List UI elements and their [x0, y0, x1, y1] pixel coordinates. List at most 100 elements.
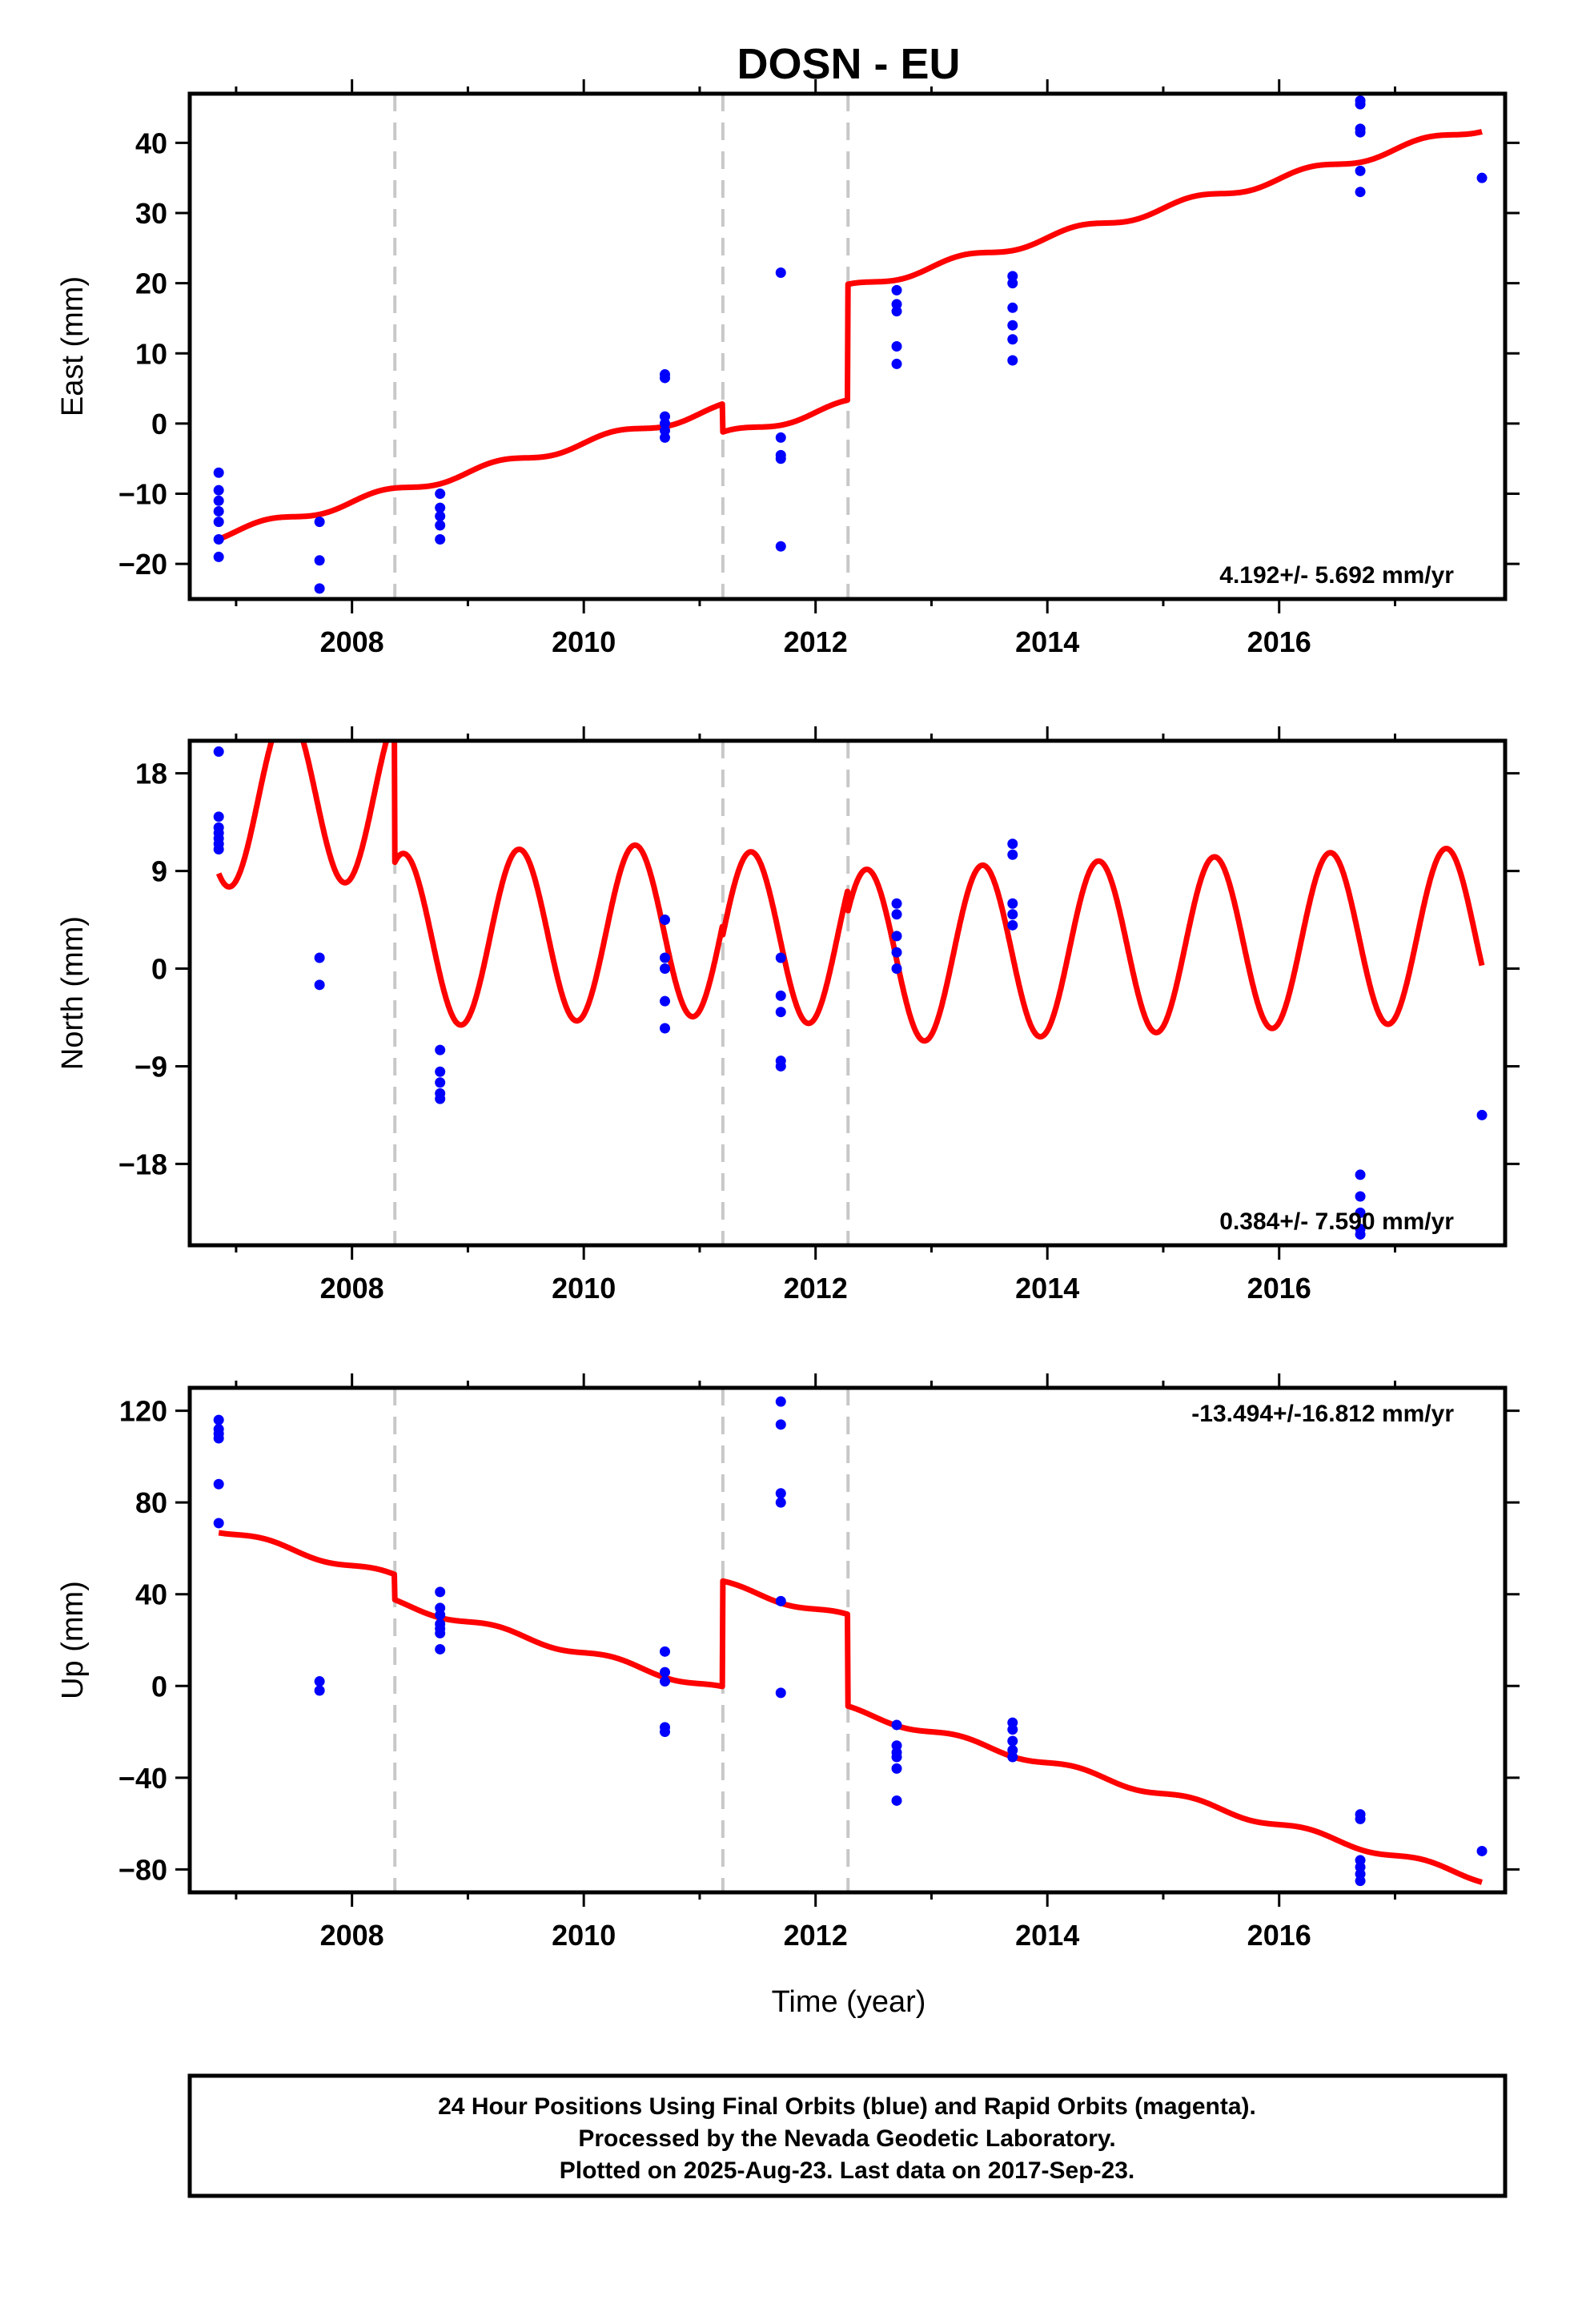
data-point-26	[775, 1687, 786, 1699]
data-point-24	[775, 1497, 786, 1508]
data-point-30	[1007, 838, 1018, 850]
data-point-14	[435, 1093, 446, 1104]
data-point-7	[213, 843, 224, 854]
footer-box: 24 Hour Positions Using Final Orbits (bl…	[187, 2073, 1508, 2198]
rate-label: 4.192+/- 5.692 mm/yr	[1219, 562, 1454, 589]
x-tick-label: 2014	[1015, 1919, 1079, 1952]
data-point-28	[891, 947, 902, 958]
data-point-44	[1476, 1845, 1488, 1856]
data-point-12	[435, 1077, 446, 1088]
data-point-27	[891, 1719, 902, 1731]
data-point-8	[314, 952, 325, 963]
data-point-20	[660, 1727, 671, 1738]
data-point-22	[775, 267, 786, 278]
data-point-9	[435, 1586, 446, 1598]
data-point-11	[435, 489, 446, 500]
y-axis-label: East (mm)	[56, 276, 90, 416]
model-curve	[216, 129, 1484, 542]
y-tick-label: −10	[118, 478, 167, 511]
data-point-3	[213, 495, 224, 506]
data-point-30	[891, 341, 902, 352]
data-point-36	[1355, 1191, 1366, 1202]
data-point-22	[775, 1007, 786, 1018]
x-tick-label: 2012	[784, 625, 848, 658]
data-point-15	[435, 534, 446, 545]
x-tick-label: 2016	[1247, 625, 1311, 658]
footer-frame	[187, 2073, 1508, 2198]
data-point-31	[891, 358, 902, 369]
data-point-16	[660, 1646, 671, 1657]
data-point-1	[213, 746, 224, 758]
panel-frame	[187, 91, 1508, 601]
data-point-21	[660, 432, 671, 443]
model-curve	[215, 741, 1485, 1044]
y-tick-label: −18	[118, 1148, 167, 1180]
panel-east: 2008 2010 2012 2014 2016403020100−10−20East …	[56, 79, 1520, 658]
data-point-23	[775, 432, 786, 443]
data-point-4	[213, 1433, 224, 1444]
y-tick-label: −40	[118, 1762, 167, 1795]
panel-up: 2008 2010 2012 2014 2016 120 80 40 0 −40 −80 Up (mm…	[56, 1373, 1520, 1952]
data-point-27	[891, 284, 902, 296]
x-tick-label: 2012	[784, 1272, 848, 1305]
data-point-33	[1007, 278, 1018, 289]
data-point-42	[1355, 165, 1366, 176]
data-point-32	[891, 1795, 902, 1806]
data-point-20	[775, 952, 786, 963]
data-point-34	[1007, 919, 1018, 931]
rate-label: -13.494+/-16.812 mm/yr	[1191, 1401, 1454, 1427]
data-point-18	[660, 1676, 671, 1687]
data-point-17	[660, 963, 671, 975]
data-point-40	[1476, 1109, 1488, 1120]
footer-line-2: Processed by the Nevada Geodetic Laborat…	[578, 2125, 1115, 2152]
x-tick-label: 2010	[552, 625, 616, 658]
data-point-39	[1355, 1228, 1366, 1240]
x-tick-label: 2008	[320, 1272, 384, 1305]
footer-line-3: Plotted on 2025-Aug-23. Last data on 201…	[560, 2157, 1135, 2184]
data-point-29	[891, 963, 902, 975]
x-tick-label: 2016	[1247, 1919, 1311, 1952]
data-point-11	[435, 1066, 446, 1077]
data-point-32	[1007, 898, 1018, 909]
x-axis-label: Time (year)	[772, 1985, 926, 2019]
data-point-4	[213, 505, 224, 517]
data-point-41	[1355, 127, 1366, 138]
data-point-44	[1476, 172, 1488, 183]
y-tick-label: 120	[119, 1395, 167, 1428]
y-tick-label: 0	[151, 953, 167, 986]
data-point-6	[213, 1518, 224, 1529]
data-point-10	[435, 1044, 446, 1055]
y-tick-label: 0	[151, 1670, 167, 1703]
data-point-43	[1355, 1876, 1366, 1887]
x-tick-label: 2012	[784, 1919, 848, 1952]
data-point-23	[775, 1488, 786, 1499]
y-tick-label: 0	[151, 408, 167, 440]
y-axis-label: North (mm)	[56, 916, 90, 1070]
y-tick-label: 10	[135, 337, 167, 370]
data-point-25	[775, 1595, 786, 1606]
model-curve	[216, 1530, 1484, 1885]
data-point-35	[1007, 320, 1018, 331]
data-point-37	[1355, 1207, 1366, 1218]
data-point-25	[891, 898, 902, 909]
y-tick-label: 20	[135, 267, 167, 300]
panel-frame	[187, 1385, 1508, 1895]
data-point-1	[213, 467, 224, 478]
data-point-21	[775, 1396, 786, 1407]
y-axis-label: Up (mm)	[56, 1581, 90, 1699]
data-point-2	[213, 485, 224, 496]
plot-area	[213, 94, 1488, 599]
data-point-30	[891, 1751, 902, 1763]
panel-frame	[187, 738, 1508, 1248]
data-point-31	[891, 1763, 902, 1774]
data-point-19	[660, 1023, 671, 1034]
data-point-25	[775, 453, 786, 464]
y-tick-label: −20	[118, 548, 167, 581]
y-tick-label: 9	[151, 855, 167, 888]
data-point-2	[213, 811, 224, 822]
data-point-13	[435, 511, 446, 522]
data-point-6	[213, 534, 224, 545]
data-point-16	[660, 952, 671, 963]
x-tick-label: 2016	[1247, 1272, 1311, 1305]
